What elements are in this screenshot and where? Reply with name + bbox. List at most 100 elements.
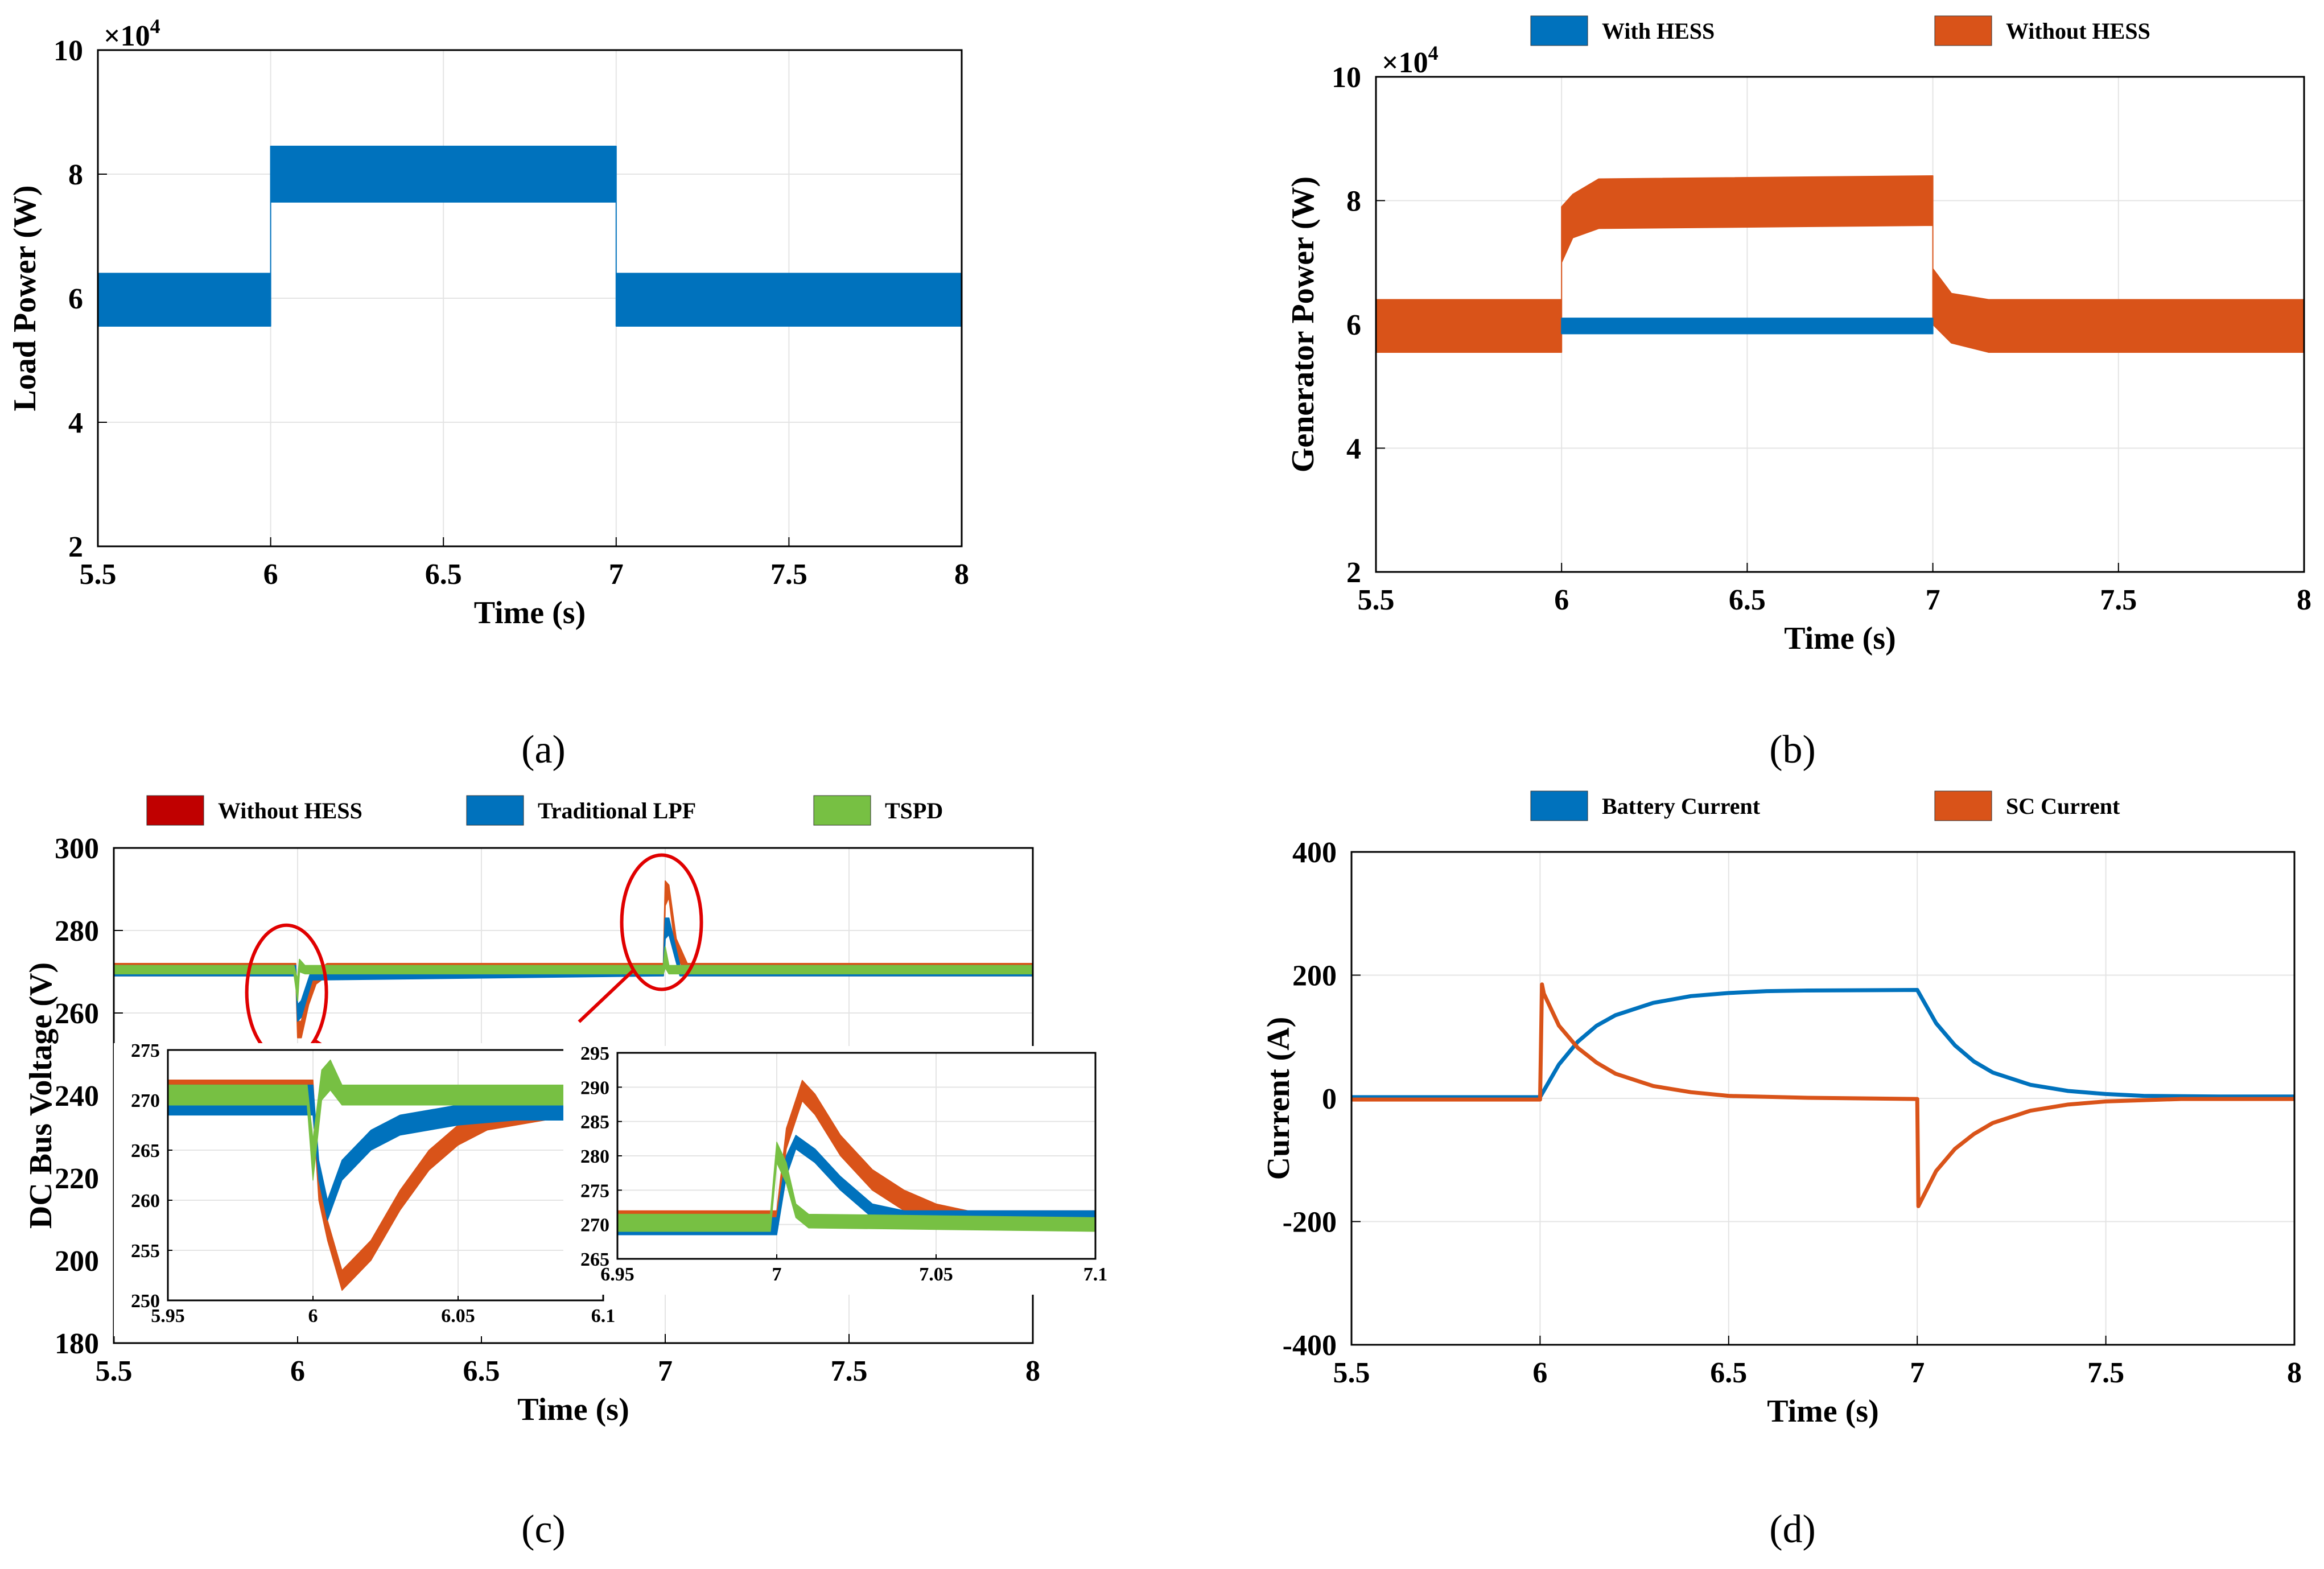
inset-c2-ytick-label-1: 270 (580, 1215, 609, 1236)
chart-d-ytick-label-2: 0 (1322, 1083, 1337, 1115)
chart-a-exponent: ×104 (104, 15, 160, 52)
inset-c2-ytick-label-2: 275 (580, 1180, 609, 1201)
inset-c1-xtick-label-1: 6 (308, 1306, 318, 1327)
chart-b-xtick-label-1: 6 (1554, 584, 1569, 616)
chart-d: 5.5 6 6.5 7 7.5 8 -400 -200 0 200 400 Time (s) Curre… (1261, 790, 2302, 1551)
inset-c2-ytick-label-3: 280 (580, 1146, 609, 1167)
chart-d-xtick-label-5: 8 (2287, 1357, 2302, 1389)
chart-c-ytick-label-5: 280 (55, 915, 99, 948)
chart-c-data (114, 880, 1033, 1039)
chart-c-legend-label-2: TSPD (885, 798, 943, 823)
chart-b-legend-label-1: Without HESS (2006, 18, 2150, 44)
chart-a-ytick-label-2: 6 (68, 283, 83, 315)
chart-d-xlabel: Time (s) (1767, 1394, 1879, 1429)
chart-c-xtick-label-3: 7 (658, 1355, 673, 1387)
chart-a-ytick-label-3: 8 (68, 159, 83, 191)
chart-b-ytick-label-1: 4 (1346, 433, 1361, 466)
chart-b-legend-label-0: With HESS (1602, 18, 1715, 44)
chart-c-ytick-label-3: 240 (55, 1080, 99, 1113)
chart-d-legend-swatch-1 (1934, 790, 1992, 821)
inset-c2-ytick-label-5: 290 (580, 1077, 609, 1098)
chart-a-xtick-label-4: 7.5 (770, 558, 807, 591)
inset-c1-xtick-label-2: 6.05 (441, 1306, 475, 1327)
chart-d-xtick-label-1: 6 (1532, 1357, 1547, 1389)
chart-a-series-0 (98, 145, 962, 327)
chart-c-ytick-label-1: 200 (55, 1245, 99, 1278)
chart-d-ytick-label-1: -200 (1283, 1206, 1337, 1239)
inset-c2-xtick-label-2: 7.05 (919, 1264, 953, 1285)
chart-a-panel-label: (a) (521, 728, 566, 772)
chart-d-panel-label: (d) (1769, 1508, 1816, 1551)
chart-d-xtick-label-3: 7 (1910, 1357, 1925, 1389)
inset-c1-ytick-label-1: 255 (131, 1241, 160, 1262)
chart-d-series-0 (1351, 987, 2294, 1099)
chart-c-ytick-label-0: 180 (55, 1328, 99, 1360)
chart-c-xtick-label-2: 6.5 (463, 1355, 500, 1387)
chart-b-xtick-label-0: 5.5 (1358, 584, 1395, 616)
chart-c-ytick-label-6: 300 (55, 833, 99, 865)
chart-b-frame (1375, 76, 2305, 573)
chart-b-exponent: ×104 (1382, 42, 1439, 79)
inset-c2: 6.95 7 7.05 7.1 265 270 275 280 285 290 295 (563, 1043, 1107, 1295)
chart-c-legend-swatch-1 (466, 795, 524, 826)
chart-d-frame (1350, 851, 2296, 1346)
inset-c2-frame (616, 1052, 1097, 1260)
chart-c-ytick-label-2: 220 (55, 1163, 99, 1195)
inset-c2-data (617, 1080, 1095, 1236)
chart-c-legend-swatch-2 (813, 795, 871, 826)
chart-c-xtick-label-0: 5.5 (96, 1355, 133, 1387)
chart-a-xtick-label-3: 7 (609, 558, 624, 591)
inset-c1-xtick-label-3: 6.1 (591, 1306, 616, 1327)
chart-d-ytick-label-0: -400 (1283, 1329, 1337, 1362)
chart-b-ytick-label-2: 6 (1346, 309, 1361, 341)
inset-c2-series-0 (617, 1080, 1095, 1232)
chart-c-series-2 (114, 946, 1033, 1002)
chart-d-ytick-label-4: 400 (1292, 837, 1337, 869)
chart-d-xtick-label-2: 6.5 (1710, 1357, 1747, 1389)
chart-c-xtick-label-5: 8 (1025, 1355, 1040, 1387)
chart-d-ytick-label-3: 200 (1292, 960, 1337, 993)
chart-b-xlabel: Time (s) (1784, 621, 1896, 656)
chart-c-zoom-ellipse-2 (620, 853, 703, 991)
chart-a-xtick-label-0: 5.5 (80, 558, 117, 591)
inset-c1-xtick-label-0: 5.95 (151, 1306, 185, 1327)
chart-d-ylabel: Current (A) (1261, 1017, 1296, 1180)
chart-b-ytick-label-0: 2 (1346, 557, 1361, 589)
inset-c1-ytick-label-2: 260 (131, 1191, 160, 1212)
chart-c-zoom-connector-2 (578, 969, 634, 1023)
inset-c2-ytick-label-0: 265 (580, 1249, 609, 1270)
chart-b-legend-swatch-0 (1530, 15, 1588, 46)
inset-c2-xtick-label-3: 7.1 (1083, 1264, 1108, 1285)
chart-a-exponent-base: ×10 (104, 20, 150, 52)
inset-c2-xtick-label-0: 6.95 (600, 1264, 634, 1285)
chart-d-xtick-label-0: 5.5 (1333, 1357, 1370, 1389)
chart-b-xtick-label-2: 6.5 (1729, 584, 1766, 616)
chart-c-legend-label-0: Without HESS (218, 798, 362, 823)
chart-b-series-0 (1376, 175, 2304, 353)
chart-a-xtick-label-5: 8 (954, 558, 969, 591)
inset-c1-ytick-label-0: 250 (131, 1291, 160, 1312)
chart-c-xtick-label-1: 6 (290, 1355, 305, 1387)
inset-c2-xtick-label-1: 7 (772, 1264, 782, 1285)
inset-c1-data (168, 1059, 603, 1291)
chart-a-xlabel: Time (s) (474, 595, 586, 631)
chart-b-data (1376, 175, 2304, 353)
chart-b-exponent-base: ×10 (1382, 47, 1428, 79)
chart-c-ylabel: DC Bus Voltage (V) (23, 962, 59, 1229)
chart-b-panel-label: (b) (1769, 728, 1816, 772)
inset-c1-series-2 (168, 1059, 603, 1181)
inset-c2-series-2 (617, 1142, 1095, 1232)
chart-a-ylabel: Load Power (W) (7, 185, 43, 411)
inset-c1-ytick-label-4: 270 (131, 1090, 160, 1111)
chart-a-ytick-label-0: 2 (68, 531, 83, 563)
chart-c-xtick-label-4: 7.5 (831, 1355, 868, 1387)
inset-c2-ytick-label-4: 285 (580, 1112, 609, 1133)
chart-b-series-1 (1561, 318, 1934, 335)
chart-a-xtick-label-1: 6 (263, 558, 278, 591)
chart-c-xlabel: Time (s) (517, 1392, 629, 1427)
chart-d-xtick-label-4: 7.5 (2087, 1357, 2124, 1389)
chart-d-data (1351, 982, 2294, 1208)
